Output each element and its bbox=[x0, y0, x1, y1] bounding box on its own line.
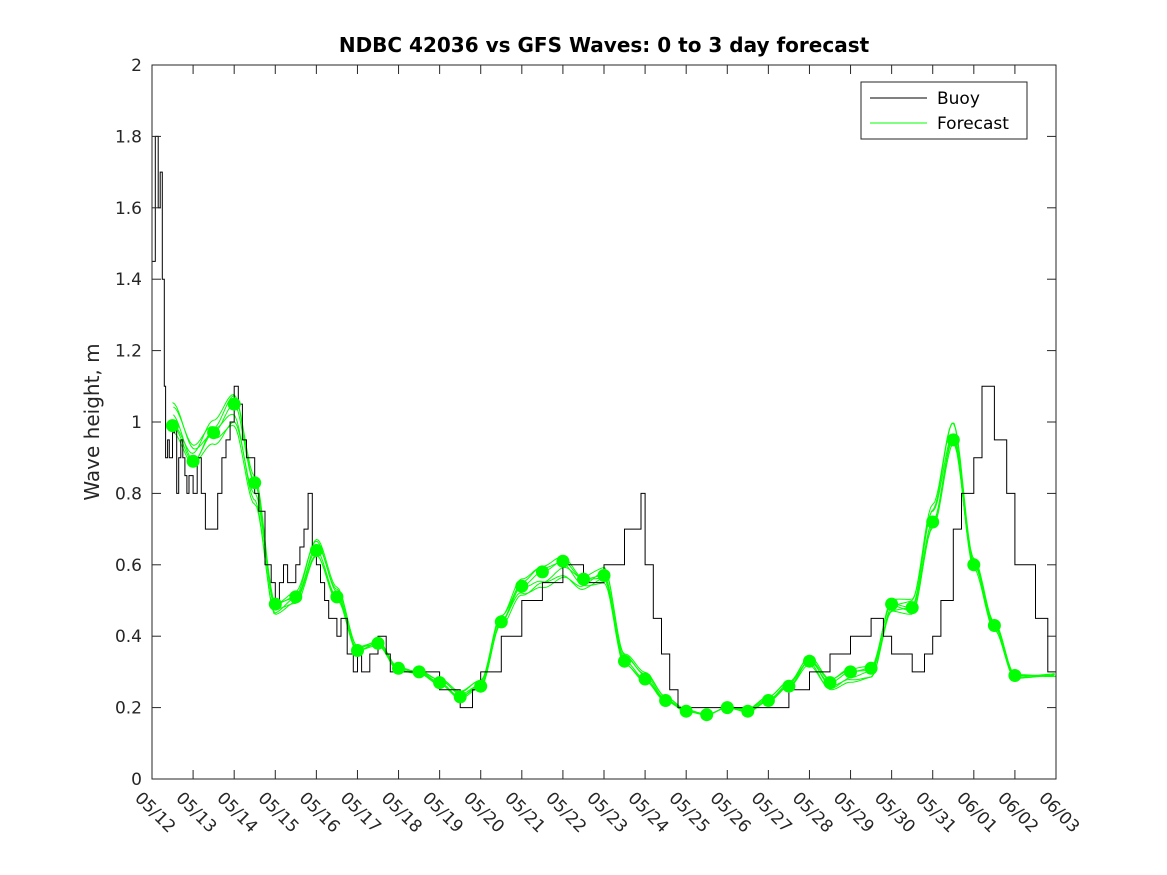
y-tick-label: 0.8 bbox=[115, 484, 142, 504]
forecast-line bbox=[172, 402, 1054, 716]
forecast-marker bbox=[515, 579, 529, 593]
forecast-marker bbox=[392, 661, 405, 675]
y-tick-label: 1.2 bbox=[115, 342, 142, 362]
forecast-marker bbox=[659, 694, 673, 707]
forecast-marker bbox=[268, 597, 282, 611]
forecast-marker bbox=[412, 665, 426, 679]
forecast-marker bbox=[556, 554, 570, 568]
forecast-marker bbox=[330, 590, 344, 604]
y-tick-label: 0.6 bbox=[115, 556, 142, 576]
forecast-marker bbox=[761, 694, 775, 707]
forecast-marker bbox=[741, 704, 755, 718]
forecast-marker bbox=[453, 690, 467, 704]
legend-buoy-label: Buoy bbox=[937, 89, 980, 109]
y-tick-label: 1.4 bbox=[115, 270, 142, 290]
y-tick-label: 1.8 bbox=[115, 127, 142, 147]
forecast-marker bbox=[227, 397, 241, 411]
y-tick-label: 0 bbox=[131, 770, 142, 790]
forecast-marker bbox=[577, 572, 590, 586]
forecast-marker bbox=[926, 515, 940, 529]
legend-box bbox=[860, 81, 1028, 140]
forecast-marker bbox=[700, 708, 714, 722]
y-tick-label: 0.4 bbox=[115, 627, 142, 647]
y-axis-label: Wave height, m bbox=[80, 343, 104, 500]
y-tick-label: 1 bbox=[131, 413, 142, 433]
buoy-line bbox=[152, 135, 1056, 709]
forecast-marker bbox=[638, 672, 652, 686]
forecast-marker bbox=[309, 544, 323, 557]
forecast-marker bbox=[803, 654, 816, 668]
forecast-marker bbox=[535, 565, 549, 579]
forecast-marker bbox=[166, 419, 179, 433]
forecast-marker bbox=[844, 665, 857, 679]
forecast-marker bbox=[679, 704, 693, 718]
forecast-marker bbox=[433, 676, 447, 690]
forecast-marker bbox=[597, 569, 611, 582]
forecast-marker bbox=[474, 679, 488, 693]
y-tick-label: 0.2 bbox=[115, 699, 142, 719]
forecast-marker bbox=[864, 661, 878, 675]
y-tick-label: 1.6 bbox=[115, 199, 142, 219]
legend-forecast-label: Forecast bbox=[937, 114, 1009, 134]
forecast-marker bbox=[720, 701, 734, 715]
plot-area bbox=[152, 135, 1056, 722]
forecast-marker bbox=[207, 426, 221, 440]
forecast-marker bbox=[885, 597, 899, 611]
chart-title: NDBC 42036 vs GFS Waves: 0 to 3 day fore… bbox=[339, 33, 870, 57]
legend: Buoy Forecast bbox=[860, 81, 1028, 140]
forecast-marker bbox=[618, 654, 631, 668]
forecast-marker bbox=[782, 679, 796, 693]
forecast-marker bbox=[967, 558, 981, 572]
forecast-marker bbox=[823, 676, 837, 690]
y-tick-label: 2 bbox=[131, 56, 142, 76]
forecast-marker bbox=[987, 619, 1001, 632]
forecast-marker bbox=[351, 644, 364, 657]
plot-frame bbox=[151, 64, 1057, 780]
forecast-marker bbox=[186, 454, 200, 468]
forecast-marker bbox=[946, 433, 960, 447]
forecast-marker bbox=[1008, 669, 1022, 682]
forecast-marker bbox=[371, 636, 385, 650]
forecast-marker bbox=[905, 601, 919, 615]
forecast-marker bbox=[494, 615, 508, 629]
forecast-marker bbox=[248, 476, 262, 490]
forecast-marker bbox=[289, 590, 303, 604]
